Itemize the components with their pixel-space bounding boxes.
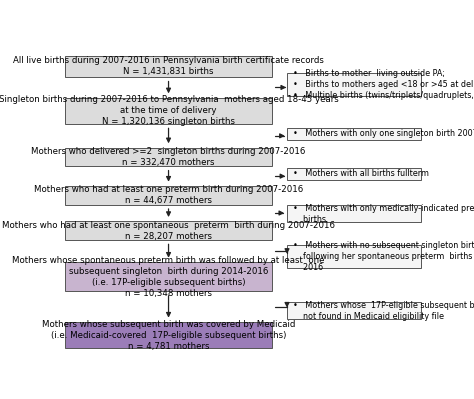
Text: •   Mothers with no subsequent singleton birth
    following her spontaneous pre: • Mothers with no subsequent singleton b…: [292, 241, 474, 273]
Text: Mothers whose spontaneous preterm birth was followed by at least  one
subsequent: Mothers whose spontaneous preterm birth …: [12, 256, 325, 298]
Bar: [287, 245, 421, 268]
FancyArrowPatch shape: [275, 302, 289, 307]
Text: •   Births to mother  living outside PA;
•   Births to mothers aged <18 or >45 a: • Births to mother living outside PA; • …: [292, 69, 474, 100]
Text: Mothers who delivered >=2  singleton births during 2007-2016
n = 332,470 mothers: Mothers who delivered >=2 singleton birt…: [31, 147, 306, 167]
FancyArrowPatch shape: [275, 85, 285, 89]
Bar: [65, 262, 272, 291]
Bar: [65, 221, 272, 240]
Bar: [65, 98, 272, 124]
Text: •   Mothers with all births fullterm: • Mothers with all births fullterm: [292, 169, 428, 178]
Text: •   Mothers with only one singleton birth 2007-2016: • Mothers with only one singleton birth …: [292, 129, 474, 138]
FancyArrowPatch shape: [275, 211, 283, 215]
Bar: [65, 55, 272, 77]
FancyArrowPatch shape: [275, 134, 283, 138]
Bar: [65, 322, 272, 348]
FancyArrowPatch shape: [275, 249, 289, 253]
Bar: [287, 168, 421, 180]
Text: All live births during 2007-2016 in Pennsylvania birth certificate records
N = 1: All live births during 2007-2016 in Penn…: [13, 56, 324, 76]
Text: •   Mothers with only medically-indicated preterm
    births: • Mothers with only medically-indicated …: [292, 204, 474, 224]
Text: Singleton births during 2007-2016 to Pennsylvania  mothers aged 18-45 years
at t: Singleton births during 2007-2016 to Pen…: [0, 95, 338, 126]
FancyArrowPatch shape: [275, 174, 284, 178]
Bar: [287, 128, 421, 140]
Text: Mothers who had at least one spontaneous  preterm  birth during 2007-2016
n = 28: Mothers who had at least one spontaneous…: [2, 221, 335, 241]
Bar: [287, 205, 421, 222]
Bar: [65, 186, 272, 205]
Text: Mothers whose subsequent birth was covered by Medicaid
(i.e. Medicaid-covered  1: Mothers whose subsequent birth was cover…: [42, 320, 295, 351]
Bar: [65, 148, 272, 166]
Bar: [287, 302, 421, 319]
Bar: [287, 73, 421, 96]
Text: •   Mothers whose  17P-eligible subsequent birth was
    not found in Medicaid e: • Mothers whose 17P-eligible subsequent …: [292, 300, 474, 321]
Text: Mothers who had at least one preterm birth during 2007-2016
n = 44,677 mothers: Mothers who had at least one preterm bir…: [34, 185, 303, 205]
